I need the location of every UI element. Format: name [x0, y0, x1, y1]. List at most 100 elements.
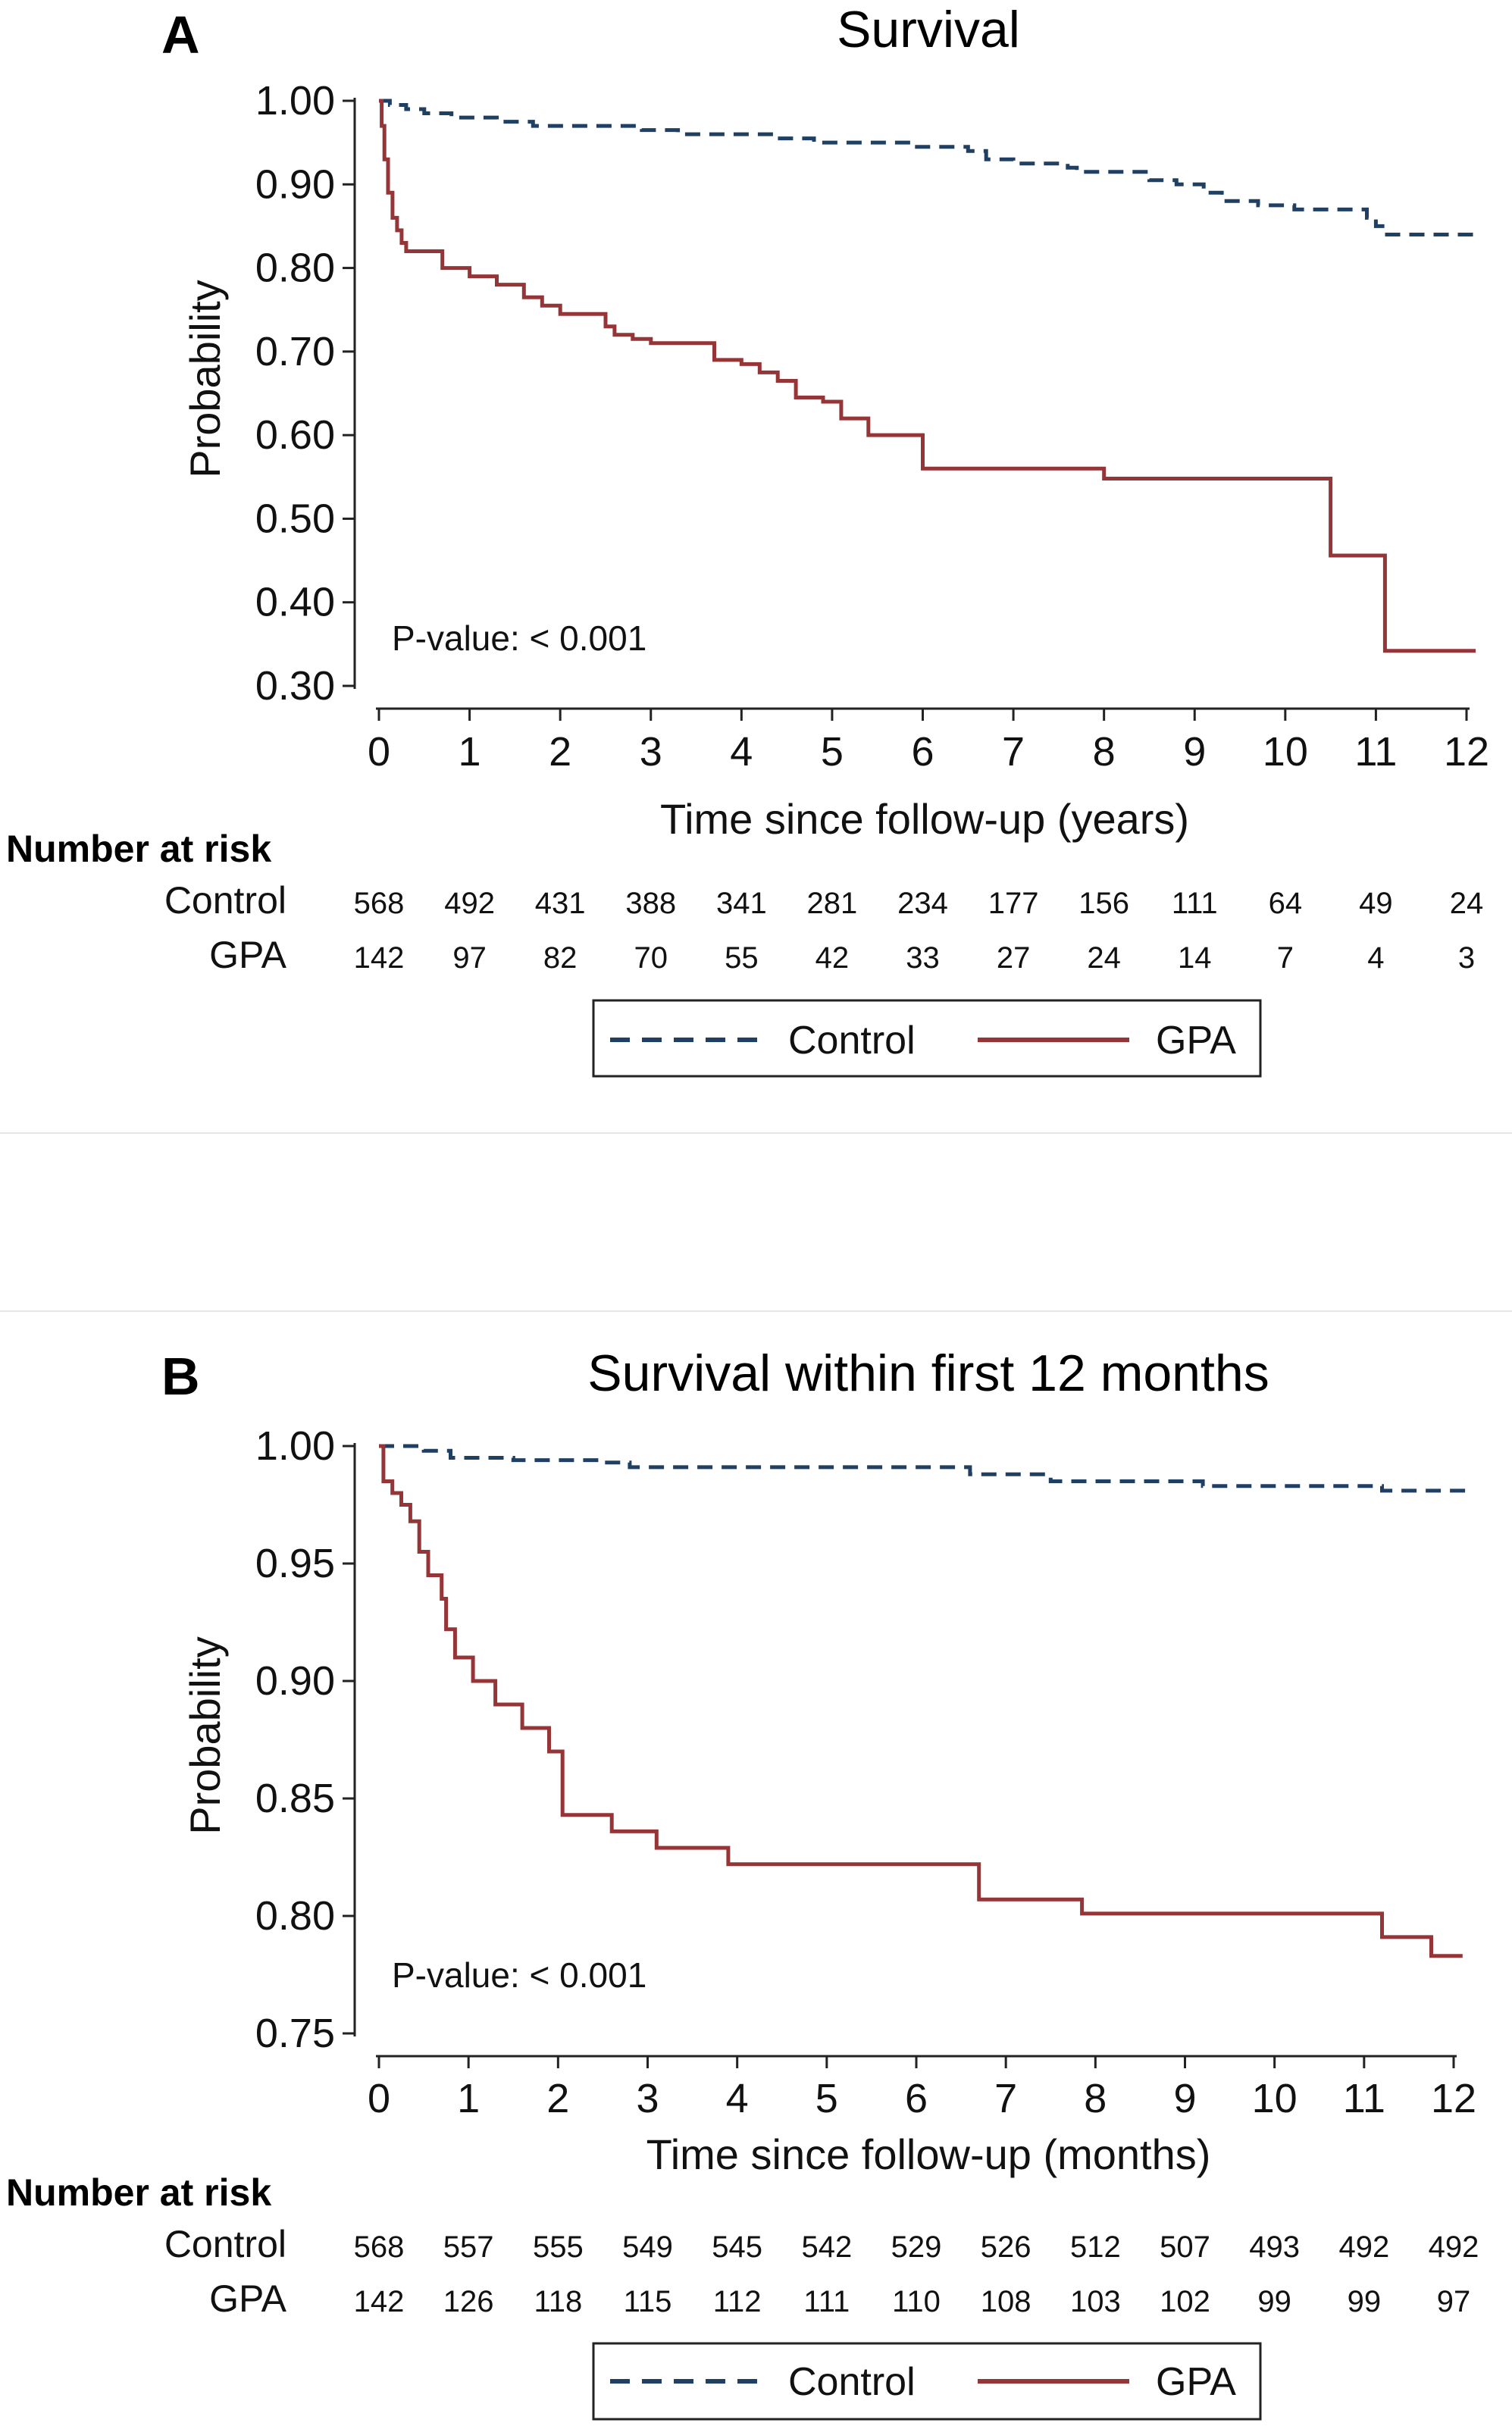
risk-value-gpa: 108	[981, 2285, 1031, 2318]
x-tick-label: 3	[640, 729, 662, 775]
x-tick-label: 8	[1084, 2076, 1107, 2121]
panel-a-risk-label-gpa: GPA	[209, 934, 287, 976]
panel-b-legend: Control GPA	[592, 2342, 1262, 2421]
y-tick-label: 1.00	[255, 78, 335, 124]
x-tick-label: 2	[546, 2076, 569, 2121]
risk-value-gpa: 3	[1458, 941, 1475, 975]
x-tick-label: 12	[1444, 729, 1489, 775]
risk-value-gpa: 70	[634, 941, 668, 975]
risk-value-control: 568	[354, 2230, 405, 2264]
legend-label-control: Control	[788, 2360, 916, 2404]
legend-box	[592, 2342, 1262, 2421]
panel-b: B Survival within first 12 months Probab…	[6, 1344, 1479, 2421]
risk-value-control: 111	[1172, 887, 1218, 920]
risk-value-gpa: 142	[354, 2285, 405, 2318]
risk-value-control: 493	[1249, 2230, 1300, 2264]
y-tick-label: 0.50	[255, 496, 335, 541]
x-tick-label: 7	[1002, 729, 1025, 775]
x-tick-label: 10	[1252, 2076, 1298, 2121]
risk-value-control: 545	[712, 2230, 762, 2264]
risk-value-gpa: 102	[1160, 2285, 1210, 2318]
x-tick-label: 0	[368, 729, 390, 775]
legend-label-control: Control	[788, 1019, 916, 1063]
x-tick-label: 9	[1183, 729, 1206, 775]
risk-value-gpa: 82	[543, 941, 578, 975]
risk-value-gpa: 112	[713, 2285, 762, 2318]
risk-value-control: 555	[533, 2230, 584, 2264]
series-line-gpa	[379, 99, 1476, 653]
series-line-control	[379, 1444, 1472, 1493]
risk-value-control: 49	[1359, 887, 1393, 920]
x-tick-label: 4	[730, 729, 753, 775]
panel-b-risk-header: Number at risk	[6, 2171, 271, 2214]
y-tick-label: 0.60	[255, 412, 335, 458]
risk-value-gpa: 14	[1178, 941, 1212, 975]
panel-b-risk-label-gpa: GPA	[209, 2277, 287, 2320]
risk-value-control: 492	[1429, 2230, 1479, 2264]
risk-value-gpa: 55	[725, 941, 759, 975]
x-tick-label: 3	[636, 2076, 659, 2121]
panel-b-axes: 0.750.800.850.900.951.000 1 2 3 4 5 6 7 8 9 10 11 12	[255, 1423, 1476, 2121]
risk-value-control: 568	[354, 887, 405, 920]
series-line-gpa	[379, 1444, 1463, 1958]
y-tick-label: 0.90	[255, 161, 335, 207]
panel-a: A Survival Probability Time since follow…	[6, 1, 1489, 1078]
x-tick-label: 1	[459, 729, 481, 775]
panel-b-letter: B	[161, 1347, 200, 1406]
panel-b-risk-values: 568 557 555 549 545 542 529 526 512 507 493 492 492 1…	[354, 2230, 1479, 2318]
panel-b-x-axis-title: Time since follow-up (months)	[646, 2130, 1211, 2178]
risk-value-gpa: 126	[443, 2285, 494, 2318]
y-tick-label: 0.90	[255, 1658, 335, 1704]
risk-value-control: 24	[1450, 887, 1484, 920]
risk-value-gpa: 97	[1437, 2285, 1471, 2318]
x-tick-label: 11	[1354, 729, 1397, 775]
panel-b-risk-label-control: Control	[164, 2223, 286, 2265]
x-tick-label: 2	[549, 729, 571, 775]
risk-value-gpa: 4	[1367, 941, 1384, 975]
risk-value-control: 64	[1269, 887, 1303, 920]
risk-value-gpa: 27	[997, 941, 1031, 975]
y-tick-label: 0.30	[255, 663, 335, 709]
panel-a-p-value: P-value: < 0.001	[392, 618, 646, 658]
risk-value-control: 492	[444, 887, 495, 920]
risk-value-gpa: 99	[1257, 2285, 1291, 2318]
risk-value-control: 557	[443, 2230, 494, 2264]
x-tick-label: 0	[368, 2076, 390, 2121]
risk-value-control: 526	[981, 2230, 1031, 2264]
x-tick-label: 5	[821, 729, 844, 775]
risk-value-control: 341	[716, 887, 767, 920]
risk-value-gpa: 24	[1087, 941, 1121, 975]
x-tick-label: 12	[1431, 2076, 1476, 2121]
y-tick-label: 0.95	[255, 1541, 335, 1586]
panel-b-p-value: P-value: < 0.001	[392, 1955, 646, 1995]
risk-value-control: 492	[1338, 2230, 1389, 2264]
y-tick-label: 0.40	[255, 580, 335, 625]
x-tick-label: 6	[911, 729, 934, 775]
x-tick-label: 10	[1263, 729, 1308, 775]
legend-box	[592, 999, 1262, 1078]
panel-b-y-axis-title: Probability	[181, 1636, 229, 1834]
risk-value-gpa: 103	[1070, 2285, 1121, 2318]
risk-value-control: 156	[1078, 887, 1129, 920]
panel-a-letter: A	[161, 5, 200, 64]
risk-value-gpa: 115	[624, 2285, 672, 2318]
risk-value-control: 177	[988, 887, 1039, 920]
legend-label-gpa: GPA	[1156, 2360, 1236, 2404]
risk-value-gpa: 7	[1277, 941, 1294, 975]
legend-label-gpa: GPA	[1156, 1019, 1236, 1063]
risk-value-control: 234	[897, 887, 948, 920]
y-tick-label: 0.75	[255, 2011, 335, 2056]
risk-value-control: 529	[891, 2230, 942, 2264]
panel-a-title: Survival	[837, 1, 1020, 58]
x-tick-label: 8	[1093, 729, 1116, 775]
risk-value-gpa: 118	[534, 2285, 582, 2318]
risk-value-control: 431	[535, 887, 586, 920]
panel-a-y-axis-title: Probability	[181, 280, 229, 477]
panel-b-series	[379, 1444, 1472, 1958]
series-line-control	[379, 99, 1476, 236]
y-tick-label: 0.85	[255, 1776, 335, 1821]
y-tick-label: 0.70	[255, 329, 335, 374]
panel-a-series	[379, 99, 1476, 653]
risk-value-gpa: 142	[354, 941, 405, 975]
risk-value-gpa: 97	[452, 941, 487, 975]
